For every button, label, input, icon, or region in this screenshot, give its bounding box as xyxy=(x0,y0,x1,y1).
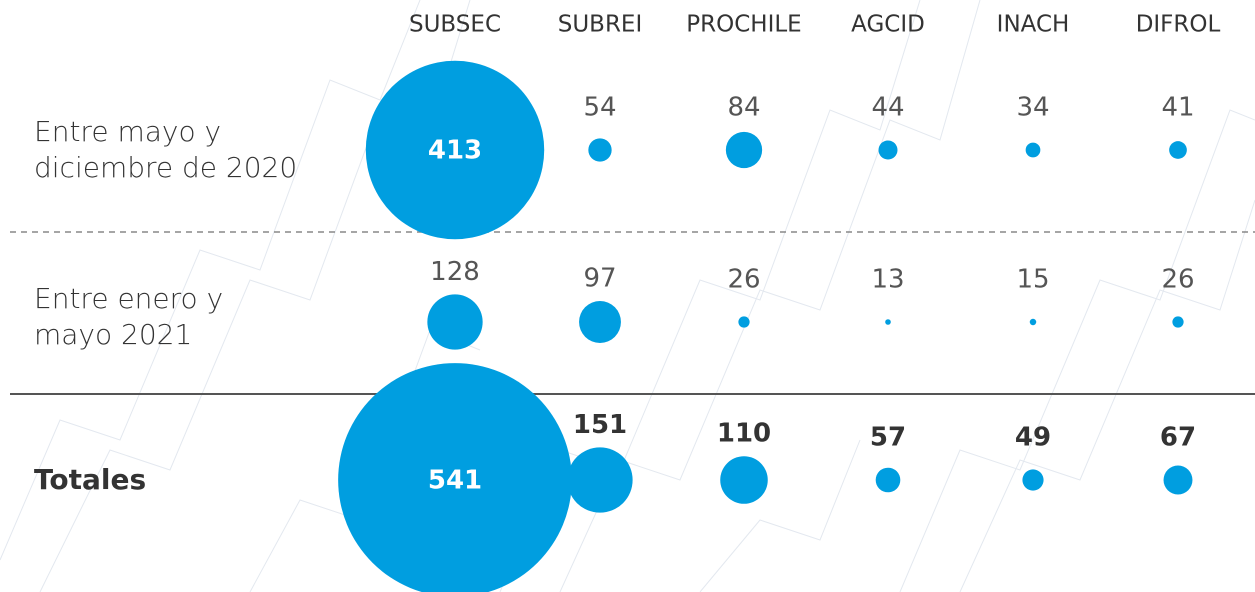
value-label: 413 xyxy=(428,136,482,166)
value-label: 57 xyxy=(870,423,906,453)
value-label: 110 xyxy=(717,419,771,449)
value-label: 541 xyxy=(428,466,482,496)
value-label: 67 xyxy=(1160,423,1196,453)
bubble xyxy=(875,467,901,493)
value-label: 26 xyxy=(1161,265,1194,295)
bubble xyxy=(725,131,763,169)
value-label: 13 xyxy=(871,265,904,295)
value-label: 84 xyxy=(727,93,760,123)
bubble xyxy=(567,447,633,513)
value-label: 49 xyxy=(1015,423,1051,453)
row-label: Entre mayo y diciembre de 2020 xyxy=(34,115,298,184)
column-header: INACH xyxy=(997,12,1070,38)
column-header: PROCHILE xyxy=(686,12,801,38)
value-label: 26 xyxy=(727,265,760,295)
bubble xyxy=(588,138,612,162)
bubble xyxy=(885,319,891,325)
value-label: 15 xyxy=(1016,265,1049,295)
value-label: 97 xyxy=(583,264,616,294)
value-label: 44 xyxy=(871,93,904,123)
column-header: AGCID xyxy=(851,12,925,38)
row-label: Totales xyxy=(34,463,147,496)
value-label: 128 xyxy=(430,257,480,287)
bubble xyxy=(427,294,483,350)
bubble xyxy=(1169,141,1187,159)
value-label: 41 xyxy=(1161,93,1194,123)
bubble xyxy=(338,363,572,592)
column-header: SUBREI xyxy=(558,12,643,38)
bubble xyxy=(365,60,545,240)
bubble xyxy=(1172,316,1184,328)
bubble xyxy=(720,456,768,504)
value-label: 54 xyxy=(583,93,616,123)
value-label: 34 xyxy=(1016,93,1049,123)
bubble xyxy=(1025,142,1041,158)
bubble xyxy=(1163,465,1193,495)
column-header: SUBSEC xyxy=(409,12,501,38)
value-label: 151 xyxy=(573,410,627,440)
row-label: Entre enero y mayo 2021 xyxy=(34,282,224,351)
bubble xyxy=(1029,318,1037,326)
bubble xyxy=(579,301,621,343)
bubble xyxy=(1022,469,1044,491)
bubble xyxy=(878,140,898,160)
column-header: DIFROL xyxy=(1136,12,1221,38)
bubble xyxy=(738,316,750,328)
